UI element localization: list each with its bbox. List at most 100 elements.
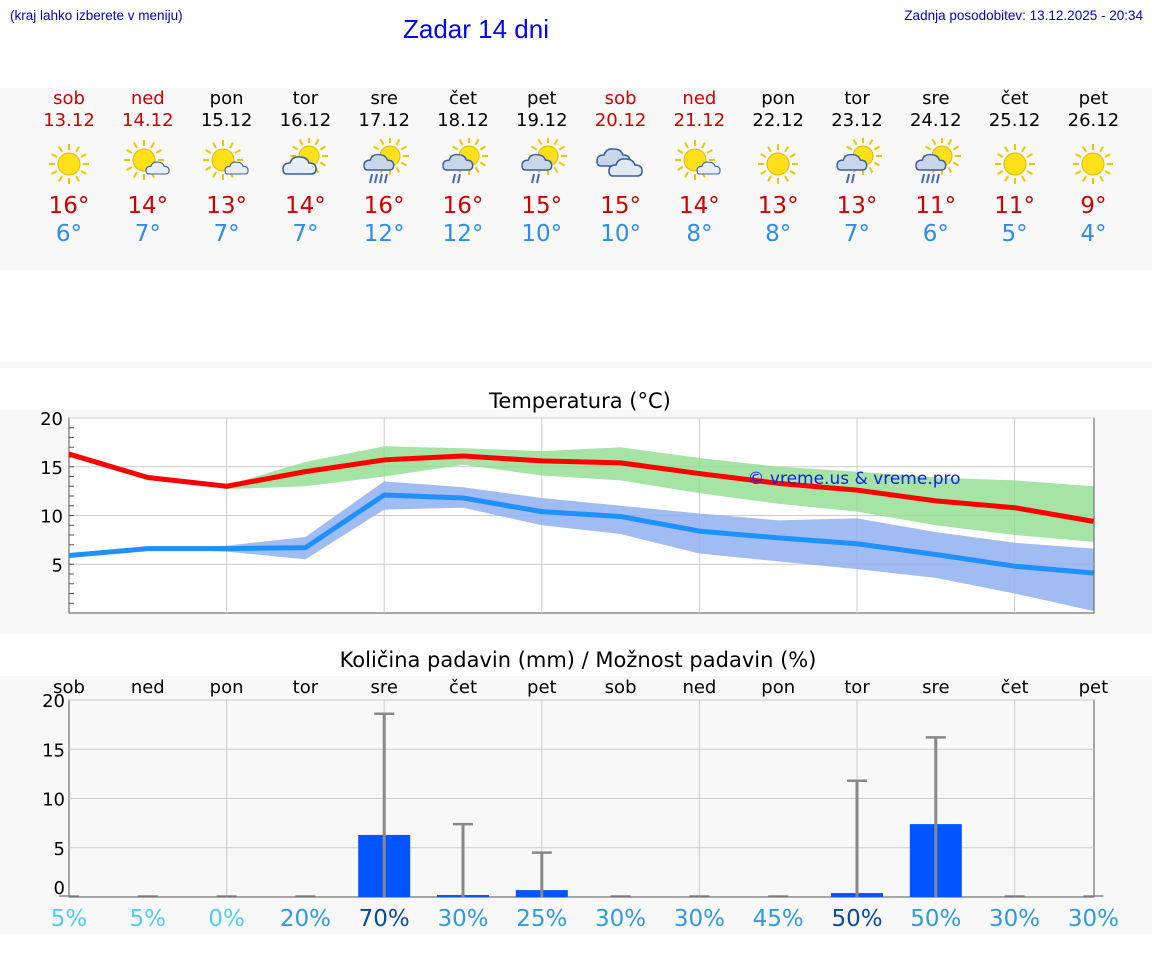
day-date: 21.12 bbox=[673, 110, 726, 131]
max-temperature: 9° bbox=[1080, 193, 1107, 219]
precip-probability-label: 5% bbox=[130, 906, 167, 932]
x-category-label: sob bbox=[605, 677, 637, 698]
day-column: tor 23.12 13° 7° bbox=[817, 88, 897, 248]
precip-probability-label: 5% bbox=[51, 906, 88, 932]
sun-rain-icon bbox=[363, 138, 410, 184]
sun-showers-icon bbox=[521, 138, 567, 184]
precip-probability-label: 50% bbox=[831, 906, 882, 932]
day-name: sre bbox=[370, 88, 398, 109]
cloudy-icon bbox=[595, 148, 643, 177]
day-name: tor bbox=[844, 88, 870, 109]
x-category-label: pon bbox=[210, 677, 244, 698]
x-category-label: sre bbox=[922, 677, 949, 698]
max-temperature: 16° bbox=[48, 193, 90, 219]
day-column: sob 20.12 15° 10° bbox=[581, 88, 661, 248]
separator-band bbox=[0, 362, 1152, 368]
precipitation-chart: Količina padavin (mm) / Možnost padavin … bbox=[42, 648, 1119, 932]
day-date: 16.12 bbox=[279, 110, 332, 131]
day-date: 24.12 bbox=[910, 110, 962, 131]
precip-probability-label: 30% bbox=[1068, 906, 1119, 932]
max-temperature: 14° bbox=[679, 193, 720, 219]
min-temperature: 12° bbox=[363, 221, 405, 247]
day-date: 13.12 bbox=[43, 110, 95, 131]
min-temperature: 7° bbox=[134, 221, 161, 247]
min-temperature: 7° bbox=[213, 221, 240, 247]
x-category-label: čet bbox=[449, 677, 477, 698]
day-column: ned 14.12 14° 7° bbox=[108, 88, 188, 248]
day-date: 17.12 bbox=[358, 110, 410, 131]
day-date: 25.12 bbox=[988, 110, 1041, 131]
max-temperature: 13° bbox=[836, 193, 878, 219]
chart-title: Temperatura (°C) bbox=[488, 389, 671, 413]
sun-showers-icon bbox=[836, 138, 882, 184]
y-tick-label: 15 bbox=[42, 740, 65, 761]
y-tick-label: 5 bbox=[52, 555, 63, 576]
day-date: 15.12 bbox=[200, 110, 253, 131]
precip-probability-label: 50% bbox=[910, 906, 961, 932]
page-title: Zadar 14 dni bbox=[403, 14, 549, 44]
day-name: pon bbox=[209, 88, 244, 109]
precip-probability-label: 45% bbox=[753, 906, 804, 932]
day-name: tor bbox=[292, 88, 319, 109]
day-date: 18.12 bbox=[437, 110, 489, 131]
min-temperature: 6° bbox=[55, 221, 83, 247]
x-category-label: ned bbox=[131, 677, 165, 698]
sun-rain-icon bbox=[915, 138, 961, 184]
day-name: čet bbox=[448, 88, 478, 109]
day-column: čet 18.12 16° 12° bbox=[423, 88, 503, 248]
min-temperature: 5° bbox=[1001, 221, 1028, 247]
x-category-label: ned bbox=[682, 677, 716, 698]
region-hint: (kraj lahko izberete v meniju) bbox=[10, 8, 183, 23]
day-column: sre 24.12 11° 6° bbox=[896, 88, 976, 248]
max-temperature: 16° bbox=[363, 193, 405, 219]
x-category-label: pon bbox=[761, 677, 795, 698]
forecast-band bbox=[0, 88, 1152, 270]
day-name: čet bbox=[1000, 88, 1029, 109]
day-column: tor 16.12 14° 7° bbox=[265, 88, 345, 248]
day-column: sre 17.12 16° 12° bbox=[344, 88, 424, 248]
x-category-label: pet bbox=[527, 677, 557, 698]
y-tick-label: 10 bbox=[40, 507, 63, 528]
y-tick-label: 20 bbox=[40, 409, 63, 430]
day-name: pon bbox=[761, 88, 796, 109]
sun-cloud-icon bbox=[123, 140, 170, 180]
temperature-chart: Temperatura (°C) 5 10 15 20 © vreme.us & vrem… bbox=[40, 389, 1095, 614]
y-tick-label: 10 bbox=[42, 790, 65, 811]
precip-probability-label: 0% bbox=[208, 906, 245, 932]
precip-probability-label: 20% bbox=[280, 906, 331, 932]
day-name: sre bbox=[922, 88, 950, 109]
max-temperature: 13° bbox=[206, 193, 247, 219]
day-name: pet bbox=[1078, 88, 1109, 109]
sun-icon bbox=[994, 144, 1035, 184]
min-temperature: 7° bbox=[843, 221, 871, 247]
day-date: 20.12 bbox=[594, 110, 647, 131]
y-tick-label: 20 bbox=[42, 691, 65, 712]
x-category-label: sre bbox=[370, 677, 397, 698]
min-temperature: 4° bbox=[1080, 221, 1107, 247]
precip-probability-label: 30% bbox=[595, 906, 646, 932]
max-temperature: 11° bbox=[994, 193, 1035, 219]
y-tick-label: 0 bbox=[54, 878, 65, 899]
min-temperature: 8° bbox=[765, 221, 792, 247]
y-tick-label: 15 bbox=[40, 458, 63, 479]
day-date: 26.12 bbox=[1067, 110, 1120, 131]
max-temperature: 15° bbox=[521, 193, 563, 219]
day-column: ned 21.12 14° 8° bbox=[659, 88, 739, 248]
cloud-sun-icon bbox=[282, 138, 329, 175]
max-temperature: 15° bbox=[600, 193, 641, 219]
min-temperature: 8° bbox=[686, 221, 713, 247]
day-name: sob bbox=[53, 88, 85, 109]
max-temperature: 14° bbox=[285, 193, 326, 219]
precip-probability-label: 30% bbox=[989, 906, 1040, 932]
y-tick-label: 5 bbox=[54, 839, 65, 860]
chart-title: Količina padavin (mm) / Možnost padavin … bbox=[340, 648, 817, 672]
day-date: 14.12 bbox=[122, 110, 174, 131]
min-temperature-line bbox=[68, 492, 1094, 576]
day-column: sob 13.12 16° 6° bbox=[29, 88, 109, 248]
min-temperature: 10° bbox=[600, 221, 641, 247]
day-name: ned bbox=[682, 88, 717, 109]
watermark: © vreme.us & vreme.pro bbox=[747, 469, 960, 489]
x-category-label: čet bbox=[1001, 677, 1029, 698]
x-category-label: tor bbox=[293, 677, 319, 698]
day-name: pet bbox=[527, 88, 557, 109]
